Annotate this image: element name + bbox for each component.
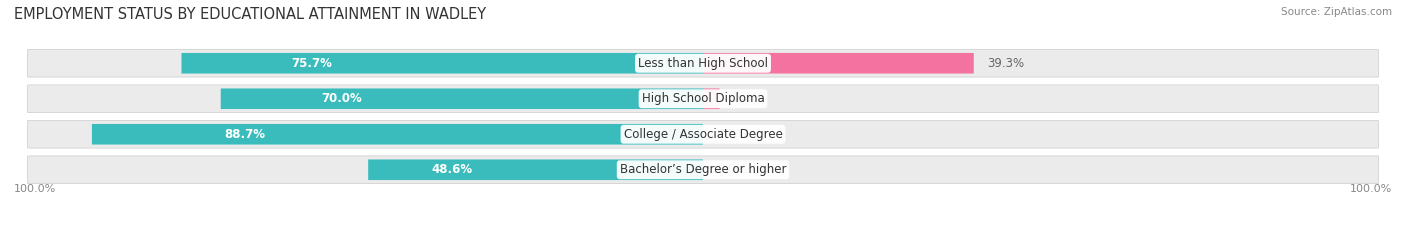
Text: 70.0%: 70.0% xyxy=(321,92,361,105)
Text: 48.6%: 48.6% xyxy=(432,163,472,176)
FancyBboxPatch shape xyxy=(28,85,1378,113)
Text: 88.7%: 88.7% xyxy=(224,128,266,141)
Text: 0.0%: 0.0% xyxy=(717,128,747,141)
Text: Less than High School: Less than High School xyxy=(638,57,768,70)
FancyBboxPatch shape xyxy=(28,156,1378,184)
Text: College / Associate Degree: College / Associate Degree xyxy=(624,128,782,141)
Text: 2.4%: 2.4% xyxy=(734,92,763,105)
Text: EMPLOYMENT STATUS BY EDUCATIONAL ATTAINMENT IN WADLEY: EMPLOYMENT STATUS BY EDUCATIONAL ATTAINM… xyxy=(14,7,486,22)
FancyBboxPatch shape xyxy=(703,89,720,109)
FancyBboxPatch shape xyxy=(181,53,703,74)
Text: Source: ZipAtlas.com: Source: ZipAtlas.com xyxy=(1281,7,1392,17)
Text: 100.0%: 100.0% xyxy=(1350,184,1392,194)
Text: 0.0%: 0.0% xyxy=(717,163,747,176)
FancyBboxPatch shape xyxy=(368,159,703,180)
FancyBboxPatch shape xyxy=(91,124,703,144)
Text: 75.7%: 75.7% xyxy=(291,57,332,70)
FancyBboxPatch shape xyxy=(28,120,1378,148)
FancyBboxPatch shape xyxy=(703,53,974,74)
Text: High School Diploma: High School Diploma xyxy=(641,92,765,105)
Text: Bachelor’s Degree or higher: Bachelor’s Degree or higher xyxy=(620,163,786,176)
FancyBboxPatch shape xyxy=(28,49,1378,77)
FancyBboxPatch shape xyxy=(221,89,703,109)
Text: 39.3%: 39.3% xyxy=(987,57,1025,70)
Text: 100.0%: 100.0% xyxy=(14,184,56,194)
